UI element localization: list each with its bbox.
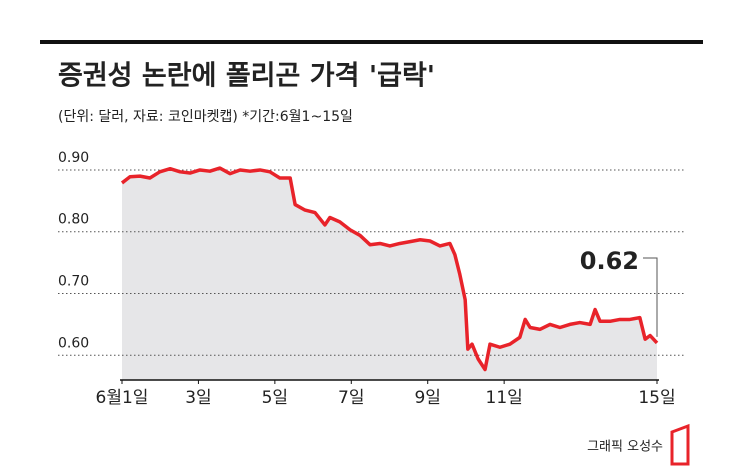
area <box>122 168 657 380</box>
x-tick-label: 3일 <box>185 388 211 408</box>
x-tick-label: 7일 <box>338 388 364 408</box>
credit: 그래픽 오성수 <box>587 440 663 455</box>
x-tick-label: 11일 <box>486 388 523 408</box>
top-rule <box>40 40 703 44</box>
y-tick-label: 0.80 <box>58 212 89 228</box>
y-tick-label: 0.70 <box>58 274 89 290</box>
chart-subtitle: (단위: 달러, 자료: 코인마켓캡) *기간:6월1~15일 <box>58 109 353 125</box>
line <box>120 166 659 372</box>
x-tick-label: 9일 <box>414 388 440 408</box>
annotation: 0.62 <box>580 247 639 275</box>
x-tick-label: 5일 <box>262 388 288 408</box>
y-tick-label: 0.90 <box>58 150 89 166</box>
logo <box>670 423 690 466</box>
chart-title: 증권성 논란에 폴리곤 가격 '급락' <box>58 61 435 92</box>
x-tick-label: 6월1일 <box>96 388 149 408</box>
y-tick-label: 0.60 <box>58 335 89 351</box>
annotation-leader <box>643 257 658 337</box>
x-tick-label: 15일 <box>638 388 675 408</box>
